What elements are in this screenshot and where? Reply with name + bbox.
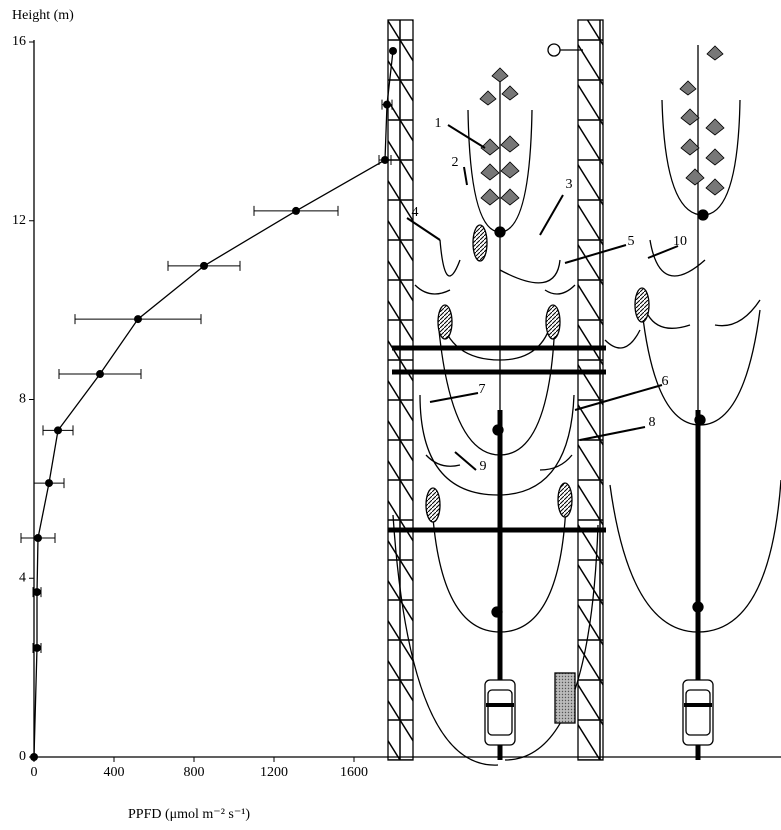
point xyxy=(45,479,53,487)
point xyxy=(200,262,208,270)
x-tick-label: 400 xyxy=(104,765,125,780)
x-axis-label: PPFD (μmol m⁻² s⁻¹) xyxy=(128,807,250,822)
annotation-label: 3 xyxy=(566,177,573,192)
annotation-label: 9 xyxy=(480,459,487,474)
point xyxy=(383,101,391,109)
y-tick-label: 8 xyxy=(19,392,26,407)
chart: Height (m) PPFD (μmol m⁻² s⁻¹) xyxy=(0,0,781,825)
point xyxy=(34,534,42,542)
point xyxy=(292,207,300,215)
point xyxy=(96,370,104,378)
point xyxy=(134,315,142,323)
x-tick-label: 1600 xyxy=(340,765,368,780)
y-tick-label: 12 xyxy=(12,213,26,228)
annotation-label: 8 xyxy=(649,415,656,430)
point xyxy=(33,588,41,596)
annotation-label: 1 xyxy=(435,116,442,131)
y-tick-label: 0 xyxy=(19,749,26,764)
annotation-label: 10 xyxy=(673,234,687,249)
diagram xyxy=(388,20,781,765)
x-tick-label: 1200 xyxy=(260,765,288,780)
point xyxy=(381,156,389,164)
annotation-label: 5 xyxy=(628,234,635,249)
y-tick-label: 16 xyxy=(12,34,26,49)
point xyxy=(389,47,397,55)
annotation-label: 6 xyxy=(662,374,669,389)
point xyxy=(30,753,38,761)
point xyxy=(54,426,62,434)
y-axis-label: Height (m) xyxy=(12,8,74,23)
line xyxy=(34,51,393,757)
y-tick-label: 4 xyxy=(19,570,26,585)
annotation-label: 7 xyxy=(479,382,486,397)
point xyxy=(33,644,41,652)
annotation-label: 4 xyxy=(412,205,419,220)
x-tick-label: 800 xyxy=(184,765,205,780)
annotation-label: 2 xyxy=(452,155,459,170)
x-tick-label: 0 xyxy=(31,765,38,780)
